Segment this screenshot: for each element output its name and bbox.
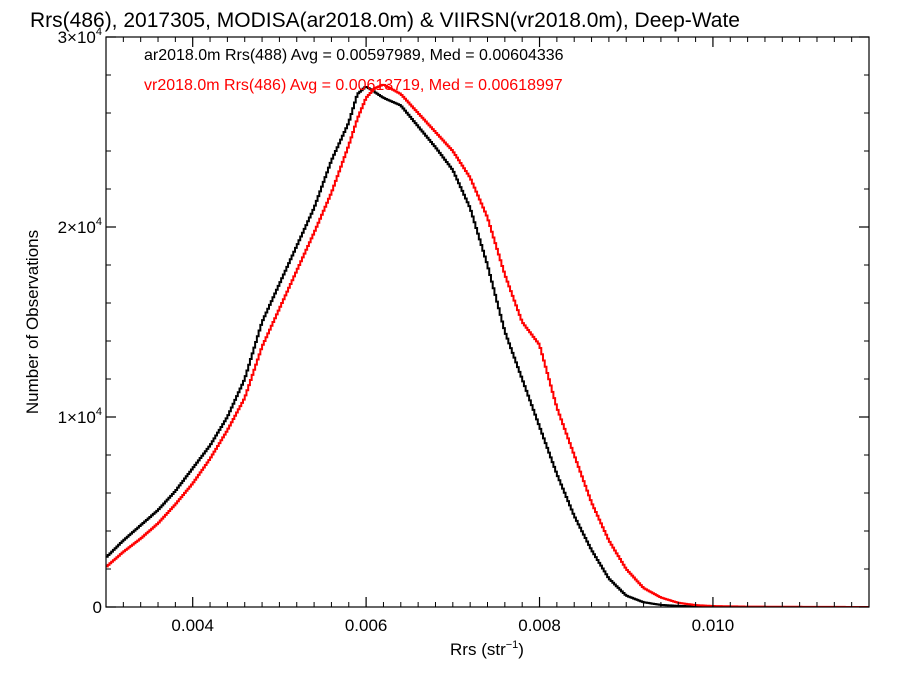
series-0-line <box>106 85 869 607</box>
y-axis-label: Number of Observations <box>23 230 42 414</box>
legend-entry-0: ar2018.0m Rrs(488) Avg = 0.00597989, Med… <box>144 47 564 64</box>
legend-entry-1: vr2018.0m Rrs(486) Avg = 0.00613719, Med… <box>144 77 563 94</box>
x-tick-label: 0.004 <box>171 616 214 635</box>
series-1-line <box>106 83 869 607</box>
y-tick-label: 1×104 <box>58 406 102 427</box>
plot-frame <box>105 36 870 608</box>
y-tick-label: 3×104 <box>58 26 102 47</box>
y-axis: 0 1×104 2×104 3×104 <box>58 26 869 617</box>
y-tick-label: 0 <box>93 598 102 617</box>
series-layer <box>106 83 869 607</box>
x-tick-label: 0.006 <box>345 616 388 635</box>
legend: ar2018.0m Rrs(488) Avg = 0.00597989, Med… <box>144 47 564 94</box>
x-tick-label: 0.008 <box>518 616 561 635</box>
y-tick-label: 2×104 <box>58 216 102 237</box>
chart-title: Rrs(486), 2017305, MODISA(ar2018.0m) & V… <box>30 9 740 32</box>
x-axis-label: Rrs (str−1) <box>450 639 524 659</box>
x-axis: 0.004 0.006 0.008 0.010 <box>122 37 853 635</box>
x-tick-label: 0.010 <box>692 616 735 635</box>
